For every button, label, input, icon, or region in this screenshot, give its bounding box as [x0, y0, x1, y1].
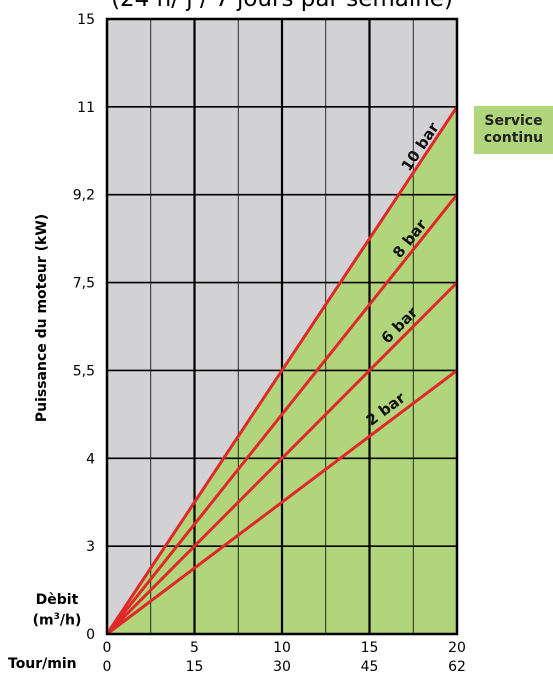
- debit-label-suffix: /h): [59, 612, 82, 629]
- x-tick-label-tour: 45: [361, 659, 379, 675]
- series-line: [105, 106, 459, 635]
- y-tick-label: 3: [86, 539, 95, 555]
- series-line: [105, 193, 459, 635]
- x-tick-label-tour: 62: [448, 659, 466, 675]
- y-axis-label: Puissance du moteur (kW): [34, 213, 50, 423]
- y-tick-label: 0: [86, 627, 95, 643]
- series-line: [105, 281, 459, 636]
- service-label-line1: Service: [484, 113, 543, 129]
- debit-label-line1: Dèbit: [35, 592, 79, 608]
- y-tick-label: 11: [77, 100, 95, 116]
- x-tick-label-tour: 30: [273, 659, 291, 675]
- x-tick-label-debit: 0: [103, 640, 112, 656]
- x-tick-label-tour: 0: [103, 659, 112, 675]
- series-line: [106, 369, 458, 636]
- x-tick-label-tour: 15: [186, 659, 204, 675]
- debit-label-prefix: (m: [32, 612, 54, 629]
- y-tick-label: 4: [86, 451, 95, 467]
- x-tick-label-debit: 5: [190, 640, 199, 656]
- y-tick-label: 7,5: [73, 276, 95, 292]
- y-tick-label: 5,5: [73, 363, 95, 379]
- x-tick-label-debit: 10: [273, 640, 291, 656]
- service-continu-legend: Service continu: [474, 106, 553, 154]
- debit-label-sup: 3: [53, 612, 60, 622]
- y-tick-label: 15: [77, 12, 95, 28]
- y-tick-label: 9,2: [73, 188, 95, 204]
- chart-title: (24 h/ j / 7 jours par semaine): [62, 0, 502, 12]
- debit-axis-label: Dèbit (m3/h): [22, 592, 92, 630]
- plot-border: [105, 17, 459, 636]
- service-label-line2: continu: [483, 130, 544, 146]
- tour-axis-label: Tour/min: [8, 656, 77, 672]
- x-tick-label-debit: 15: [361, 640, 379, 656]
- x-tick-label-debit: 20: [448, 640, 466, 656]
